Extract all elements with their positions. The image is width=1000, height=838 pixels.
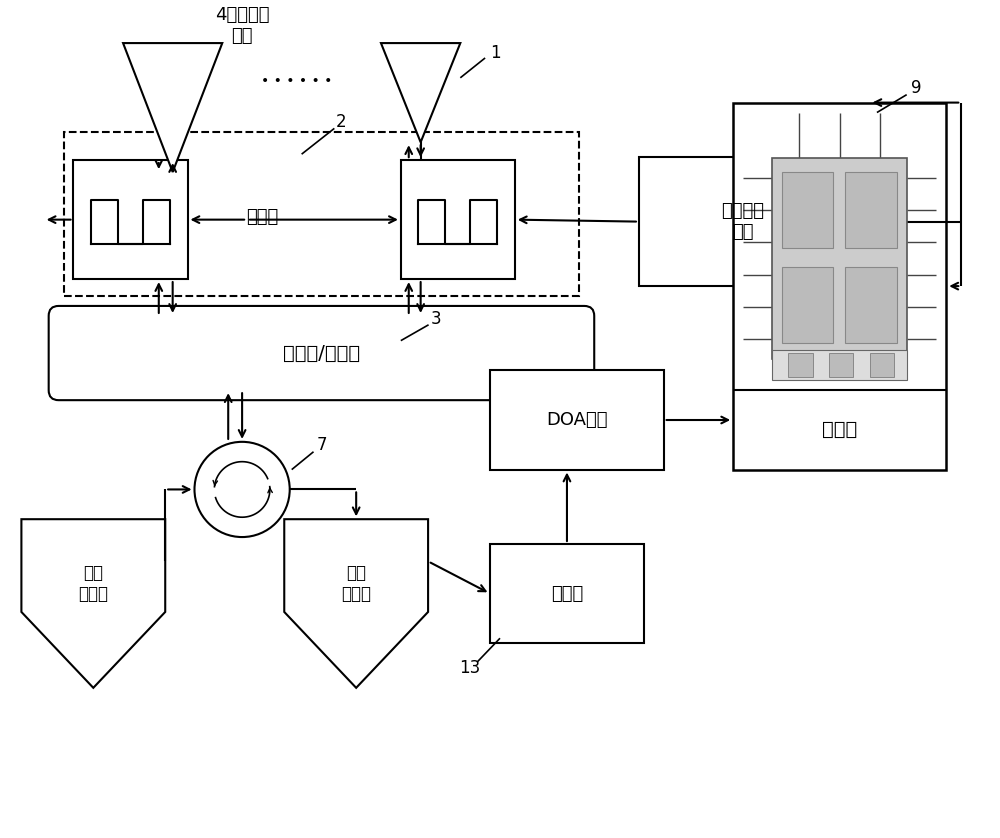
Text: 开关时序
信号: 开关时序 信号 xyxy=(722,202,765,241)
Bar xyxy=(490,370,664,469)
Text: 2: 2 xyxy=(336,113,347,132)
Polygon shape xyxy=(284,520,428,688)
Text: 9: 9 xyxy=(911,79,922,96)
Bar xyxy=(782,172,833,248)
Polygon shape xyxy=(123,43,222,172)
Bar xyxy=(845,266,897,343)
Bar xyxy=(845,172,897,248)
Text: • • • • • •: • • • • • • xyxy=(261,74,332,88)
Bar xyxy=(829,353,853,377)
Polygon shape xyxy=(21,520,165,688)
Bar xyxy=(772,350,907,380)
Text: 耦合器: 耦合器 xyxy=(551,585,583,603)
Bar xyxy=(64,132,579,296)
Bar xyxy=(73,160,188,279)
Bar xyxy=(772,158,907,359)
Text: 射频
信号线: 射频 信号线 xyxy=(78,564,108,603)
Bar xyxy=(490,544,644,644)
Bar xyxy=(782,266,833,343)
Bar xyxy=(788,353,813,377)
Text: 3: 3 xyxy=(430,310,441,328)
Text: 13: 13 xyxy=(460,659,481,677)
Text: 射频
信号线: 射频 信号线 xyxy=(341,564,371,603)
Text: DOA模块: DOA模块 xyxy=(546,411,608,429)
Text: 控制板: 控制板 xyxy=(822,421,857,439)
FancyBboxPatch shape xyxy=(49,306,594,401)
Bar xyxy=(870,353,894,377)
Bar xyxy=(733,102,946,469)
Text: 4单元天线
阵列: 4单元天线 阵列 xyxy=(215,6,269,44)
Text: 功分器/合路器: 功分器/合路器 xyxy=(283,344,360,363)
Bar xyxy=(639,158,847,286)
Text: 7: 7 xyxy=(316,436,327,454)
Polygon shape xyxy=(381,43,460,142)
Text: 移相器: 移相器 xyxy=(246,208,278,225)
Circle shape xyxy=(194,442,290,537)
Text: 1: 1 xyxy=(490,44,500,62)
Bar xyxy=(401,160,515,279)
